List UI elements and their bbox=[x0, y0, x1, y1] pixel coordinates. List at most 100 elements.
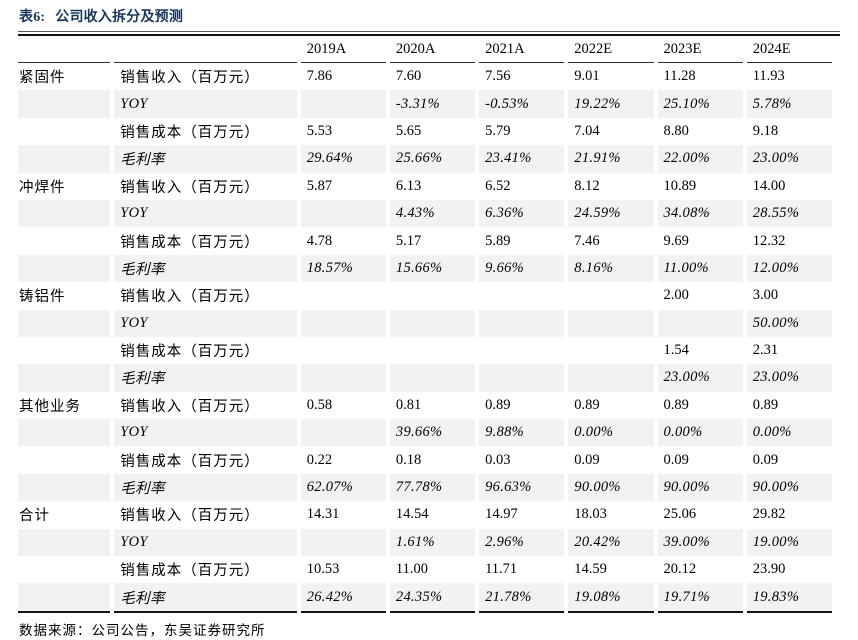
value-cell bbox=[300, 528, 386, 557]
value-cell bbox=[568, 282, 653, 309]
value-cell: 5.79 bbox=[485, 122, 511, 139]
value-cell: 14.31 bbox=[306, 506, 340, 523]
value-cell: 23.00% bbox=[746, 145, 832, 173]
value-cell: 11.00 bbox=[395, 561, 428, 578]
value-cell: 29.82 bbox=[752, 506, 786, 523]
value-cell: 0.89 bbox=[485, 396, 511, 413]
metric-label: 销售收入（百万元） bbox=[120, 70, 260, 87]
value-cell: 14.97 bbox=[485, 506, 518, 523]
value-cell: 5.87 bbox=[306, 177, 333, 194]
table-top-rule bbox=[18, 31, 840, 36]
value-cell: 0.00% bbox=[568, 419, 654, 447]
group-cell bbox=[18, 118, 110, 145]
table-row: 销售成本（百万元） 0.22 0.18 0.03 0.09 0.09 0.09 bbox=[18, 446, 832, 473]
value-cell: 14.59 bbox=[574, 561, 607, 578]
group-cell bbox=[18, 227, 110, 254]
value-cell: 4.78 bbox=[306, 232, 333, 249]
value-cell: 2.00 bbox=[663, 287, 689, 304]
value-cell: 14.54 bbox=[395, 506, 429, 523]
group-cell bbox=[18, 309, 111, 337]
header-year-2023E: 2023E bbox=[657, 36, 743, 63]
value-cell: 21.91% bbox=[568, 145, 654, 173]
table-row: 其他业务 销售收入（百万元） 0.58 0.81 0.89 0.89 0.89 0.89 bbox=[18, 392, 832, 419]
value-cell bbox=[657, 309, 743, 337]
value-cell: 6.52 bbox=[485, 177, 511, 194]
value-cell: 39.00% bbox=[657, 528, 743, 557]
group-cell bbox=[18, 337, 110, 364]
header-year-2019A: 2019A bbox=[300, 36, 386, 63]
metric-label: 销售收入（百万元） bbox=[120, 289, 260, 306]
value-cell bbox=[568, 309, 654, 337]
value-cell: 0.81 bbox=[395, 396, 422, 413]
group-cell: 合计 bbox=[19, 508, 50, 525]
table-row: 毛利率 62.07% 77.78% 96.63% 90.00% 90.00% 90.00% bbox=[18, 473, 832, 502]
value-cell: 5.78% bbox=[746, 90, 832, 118]
metric-label: 销售收入（百万元） bbox=[120, 179, 260, 196]
group-cell bbox=[18, 90, 111, 118]
group-cell bbox=[18, 583, 111, 613]
value-cell: 0.00% bbox=[746, 419, 832, 447]
value-cell: 12.32 bbox=[752, 232, 786, 249]
group-cell: 其他业务 bbox=[19, 398, 81, 415]
value-cell: 23.00% bbox=[657, 364, 743, 392]
group-cell: 紧固件 bbox=[19, 70, 66, 87]
header-group-blank bbox=[18, 36, 111, 63]
metric-label: 销售成本（百万元） bbox=[120, 344, 260, 361]
group-cell bbox=[18, 145, 111, 173]
value-cell: 7.46 bbox=[574, 232, 600, 249]
value-cell bbox=[479, 282, 564, 309]
value-cell: 77.78% bbox=[389, 473, 476, 502]
metric-label: 毛利率 bbox=[114, 473, 297, 502]
value-cell: 29.64% bbox=[300, 145, 386, 173]
value-cell: 18.03 bbox=[574, 506, 607, 523]
table-row: 毛利率 26.42% 24.35% 21.78% 19.08% 19.71% 19.83% bbox=[18, 583, 832, 613]
value-cell: 8.80 bbox=[663, 122, 689, 139]
value-cell: 6.36% bbox=[479, 199, 565, 228]
group-cell bbox=[18, 254, 111, 283]
value-cell: 7.56 bbox=[485, 68, 511, 85]
value-cell: 25.10% bbox=[657, 90, 743, 118]
table-row: 毛利率 29.64% 25.66% 23.41% 21.91% 22.00% 23.00% bbox=[18, 145, 832, 173]
table-row: 毛利率 18.57% 15.66% 9.66% 8.16% 11.00% 12.00% bbox=[18, 254, 832, 283]
value-cell: 62.07% bbox=[300, 473, 386, 502]
value-cell: 0.22 bbox=[306, 451, 333, 468]
table-row: 毛利率 23.00% 23.00% bbox=[18, 364, 832, 392]
header-year-2024E: 2024E bbox=[746, 36, 832, 63]
metric-label: YOY bbox=[114, 199, 297, 228]
value-cell: 23.90 bbox=[752, 561, 786, 578]
value-cell: 15.66% bbox=[389, 254, 476, 283]
metric-label: 销售成本（百万元） bbox=[120, 124, 260, 141]
value-cell: 23.41% bbox=[479, 145, 565, 173]
table-row: 紧固件 销售收入（百万元） 7.86 7.60 7.56 9.01 11.28 11.93 bbox=[18, 63, 832, 90]
table-row: 销售成本（百万元） 5.53 5.65 5.79 7.04 8.80 9.18 bbox=[18, 118, 832, 145]
value-cell: 0.09 bbox=[752, 451, 779, 468]
table-header-row: 2019A 2020A 2021A 2022E 2023E 2024E bbox=[18, 36, 832, 63]
value-cell: 11.71 bbox=[485, 561, 518, 578]
value-cell: 7.60 bbox=[395, 68, 422, 85]
value-cell bbox=[479, 309, 565, 337]
value-cell: 6.13 bbox=[395, 177, 422, 194]
value-cell: 90.00% bbox=[746, 473, 832, 502]
value-cell bbox=[300, 419, 386, 447]
table-row: YOY 4.43% 6.36% 24.59% 34.08% 28.55% bbox=[18, 199, 832, 228]
value-cell: 8.12 bbox=[574, 177, 600, 194]
value-cell: 26.42% bbox=[300, 583, 386, 613]
group-cell bbox=[18, 556, 110, 583]
value-cell: 18.57% bbox=[300, 254, 386, 283]
value-cell bbox=[390, 337, 475, 364]
value-cell bbox=[300, 364, 386, 392]
value-cell: 11.00% bbox=[657, 254, 743, 283]
value-cell: 24.35% bbox=[389, 583, 476, 613]
value-cell: 19.22% bbox=[568, 90, 654, 118]
value-cell: 10.89 bbox=[663, 177, 697, 194]
value-cell: 10.53 bbox=[306, 561, 340, 578]
value-cell: 4.43% bbox=[389, 199, 476, 228]
value-cell: 9.69 bbox=[663, 232, 689, 249]
table-row: 销售成本（百万元） 4.78 5.17 5.89 7.46 9.69 12.32 bbox=[18, 227, 832, 254]
value-cell: 25.66% bbox=[389, 145, 476, 173]
value-cell: 0.18 bbox=[395, 451, 422, 468]
group-cell bbox=[18, 199, 111, 228]
value-cell: 50.00% bbox=[746, 309, 832, 337]
metric-label: 毛利率 bbox=[114, 583, 297, 613]
group-cell bbox=[18, 528, 111, 557]
